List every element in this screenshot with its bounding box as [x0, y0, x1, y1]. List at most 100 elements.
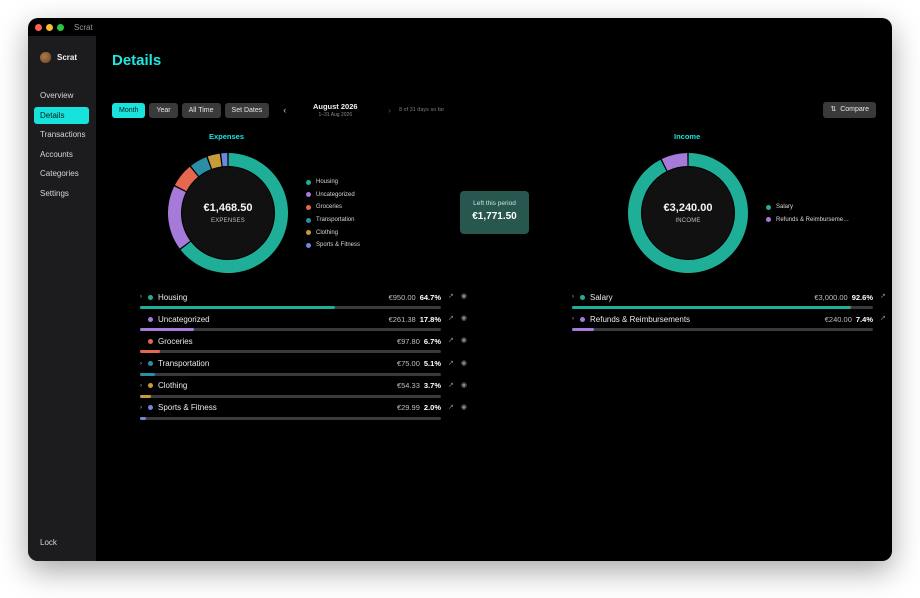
arrow-up-right-icon[interactable]: ↗ [448, 403, 454, 411]
next-period-icon[interactable]: › [388, 105, 391, 115]
eye-icon[interactable]: ◉ [460, 337, 467, 345]
legend-label: Sports & Fitness [316, 242, 361, 249]
chevron-right-icon[interactable]: › [572, 294, 574, 300]
previous-period-icon[interactable]: ‹ [283, 105, 287, 115]
left-this-period-label: Left this period [473, 200, 516, 207]
expenses-legend: Housing Uncategorized Groceries Transpor… [306, 176, 360, 252]
days-progress-note: 8 of 31 days so far [398, 107, 445, 113]
chevron-right-icon[interactable]: › [572, 316, 574, 323]
legend-label: Clothing [316, 229, 339, 236]
category-color-dot [148, 294, 153, 300]
category-progress-track [140, 328, 441, 332]
legend-item-transportation: Transportation [306, 214, 360, 227]
category-percent: 3.7% [423, 381, 441, 391]
category-percent: 5.1% [423, 359, 441, 369]
eye-icon[interactable]: ◉ [460, 381, 467, 389]
legend-dot [766, 217, 771, 223]
eye-icon[interactable]: ◉ [460, 293, 467, 300]
category-row-sports-fitness[interactable]: › Sports & Fitness €29.99 2.0% ↗ ◉ [140, 402, 470, 424]
eye-icon[interactable]: ◉ [460, 403, 467, 411]
range-all-time-button[interactable]: All Time [181, 102, 221, 118]
legend-item-salary: Salary [766, 201, 849, 214]
period-date-range: 1–31 Aug 2026 [318, 112, 353, 118]
category-progress-track [572, 306, 873, 309]
expenses-slice-uncategorized [168, 186, 191, 249]
category-progress-fill [140, 328, 194, 332]
legend-label: Transportation [316, 217, 355, 224]
category-percent: 2.0% [423, 403, 441, 413]
category-progress-track [572, 328, 873, 332]
category-row-clothing[interactable]: › Clothing €54.33 3.7% ↗ ◉ [140, 380, 470, 402]
category-row-housing[interactable]: › Housing €950.00 64.7% ↗ ◉ [140, 291, 470, 313]
chevron-right-icon[interactable]: › [140, 360, 142, 367]
category-amount: €261.38 [388, 314, 416, 324]
left-this-period-amount: €1,771.50 [472, 211, 517, 222]
category-color-dot [580, 316, 585, 322]
category-name: Clothing [158, 381, 188, 391]
expenses-category-list: › Housing €950.00 64.7% ↗ ◉ Uncategorized €261.… [140, 291, 470, 424]
category-color-dot [148, 405, 153, 411]
arrow-up-right-icon[interactable]: ↗ [448, 315, 454, 323]
sidebar-item-categories[interactable]: Categories [40, 169, 79, 178]
arrow-up-right-icon[interactable]: ↗ [448, 381, 454, 389]
row-actions: ↗◉ [448, 403, 474, 411]
legend-item-uncategorized: Uncategorized [306, 189, 360, 202]
legend-label: Housing [316, 179, 339, 186]
category-percent: 7.4% [855, 314, 873, 324]
category-row-uncategorized[interactable]: Uncategorized €261.38 17.8% ↗ ◉ [140, 313, 470, 335]
category-row-head: Uncategorized €261.38 17.8% [140, 313, 441, 325]
sidebar-item-settings[interactable]: Settings [40, 188, 69, 198]
sidebar-item-details[interactable]: Details [34, 106, 89, 124]
category-name: Refunds & Reimbursements [590, 314, 691, 324]
category-color-dot [148, 361, 153, 367]
category-amount: €97.80 [396, 336, 420, 346]
chevron-right-icon[interactable]: › [140, 382, 142, 389]
category-row-refunds-reimbursements[interactable]: › Refunds & Reimbursements €240.007.4% ↗◉ [572, 313, 892, 335]
category-row-groceries[interactable]: Groceries €97.80 6.7% ↗ ◉ [140, 335, 470, 357]
sidebar-item-overview[interactable]: Overview [40, 91, 74, 100]
eye-icon[interactable]: ◉ [460, 359, 467, 367]
lock-button[interactable]: Lock [40, 538, 57, 547]
arrow-up-right-icon[interactable]: ↗ [448, 337, 454, 345]
legend-item-clothing: Clothing [306, 226, 360, 239]
category-progress-fill [140, 416, 147, 420]
legend-label: Groceries [316, 204, 343, 211]
range-month-button[interactable]: Month [112, 102, 146, 118]
legend-item-housing: Housing [306, 176, 360, 189]
chevron-right-icon[interactable]: › [140, 294, 142, 300]
income-donut-center: €3,240.00 INCOME [628, 153, 748, 273]
sidebar: Scrat Overview Details Transactions Acco… [28, 36, 96, 561]
arrow-up-right-icon[interactable]: ↗ [448, 293, 454, 300]
eye-icon[interactable]: ◉ [460, 315, 467, 323]
compare-icon: ⇅ [830, 106, 837, 113]
acorn-logo-icon [40, 52, 51, 63]
compare-label: Compare [840, 106, 869, 113]
compare-button[interactable]: ⇅ Compare [823, 102, 876, 118]
close-window-button[interactable] [35, 23, 42, 31]
row-actions: ↗◉ [448, 292, 474, 300]
arrow-up-right-icon[interactable]: ↗ [448, 359, 454, 367]
category-row-transportation[interactable]: › Transportation €75.00 5.1% ↗ ◉ [140, 358, 470, 380]
category-amount: €54.33 [396, 381, 420, 391]
row-actions: ↗◉ [448, 336, 474, 344]
chevron-right-icon[interactable]: › [140, 404, 142, 411]
sidebar-item-accounts[interactable]: Accounts [40, 149, 73, 159]
arrow-up-right-icon[interactable]: ↗ [880, 293, 886, 300]
range-year-button[interactable]: Year [149, 102, 178, 118]
category-row-head: › Housing €950.00 64.7% [140, 291, 441, 303]
minimize-window-button[interactable] [46, 23, 53, 31]
zoom-window-button[interactable] [57, 23, 64, 31]
arrow-up-right-icon[interactable]: ↗ [880, 315, 886, 323]
sidebar-item-transactions[interactable]: Transactions [40, 130, 86, 139]
title-bar: Scrat [28, 18, 892, 36]
range-set-dates-button[interactable]: Set Dates [224, 102, 270, 118]
category-amount: €75.00 [396, 359, 420, 369]
legend-label: Uncategorized [316, 191, 355, 198]
expenses-total-label: EXPENSES [211, 218, 245, 224]
category-amount: €950.00 [388, 292, 416, 302]
category-name: Salary [590, 292, 613, 302]
category-progress-fill [572, 328, 595, 332]
period-title: August 2026 [312, 102, 358, 111]
legend-item-groceries: Groceries [306, 201, 360, 214]
